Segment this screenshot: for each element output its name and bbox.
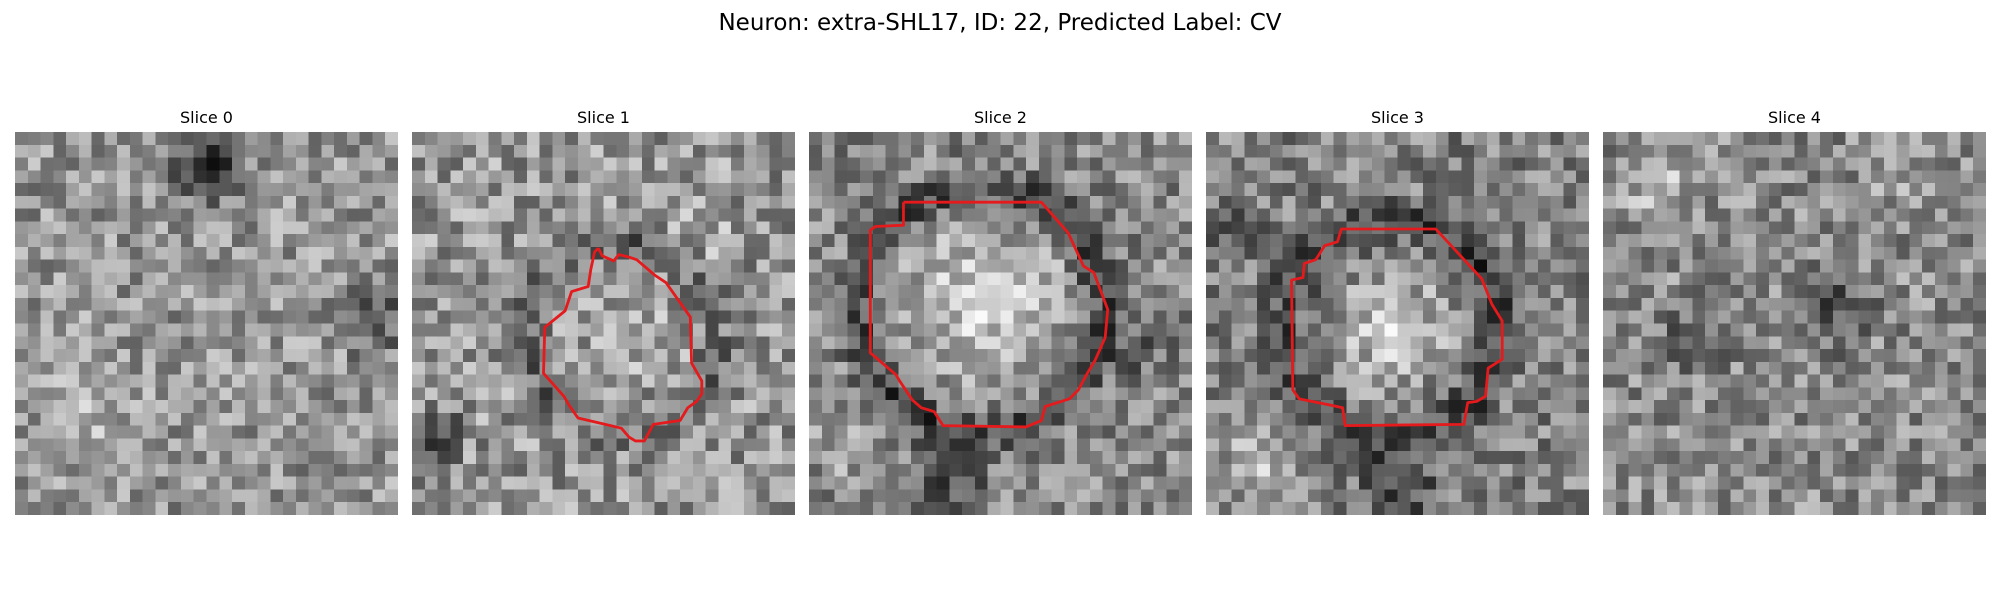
slice-title: Slice 4 [1768,108,1821,127]
slice-panel-1: Slice 1 [412,108,795,515]
slice-panel-0: Slice 0 [15,108,398,515]
slice-title: Slice 0 [180,108,233,127]
slice-panel-4: Slice 4 [1603,108,1986,515]
slice-title: Slice 1 [577,108,630,127]
slice-image [1603,132,1986,515]
slice-image [1206,132,1589,515]
slice-panel-2: Slice 2 [809,108,1192,515]
figure-title: Neuron: extra-SHL17, ID: 22, Predicted L… [718,10,1282,36]
slice-panel-3: Slice 3 [1206,108,1589,515]
slice-image [15,132,398,515]
slice-image [809,132,1192,515]
slice-title: Slice 3 [1371,108,1424,127]
slice-image [412,132,795,515]
slice-title: Slice 2 [974,108,1027,127]
